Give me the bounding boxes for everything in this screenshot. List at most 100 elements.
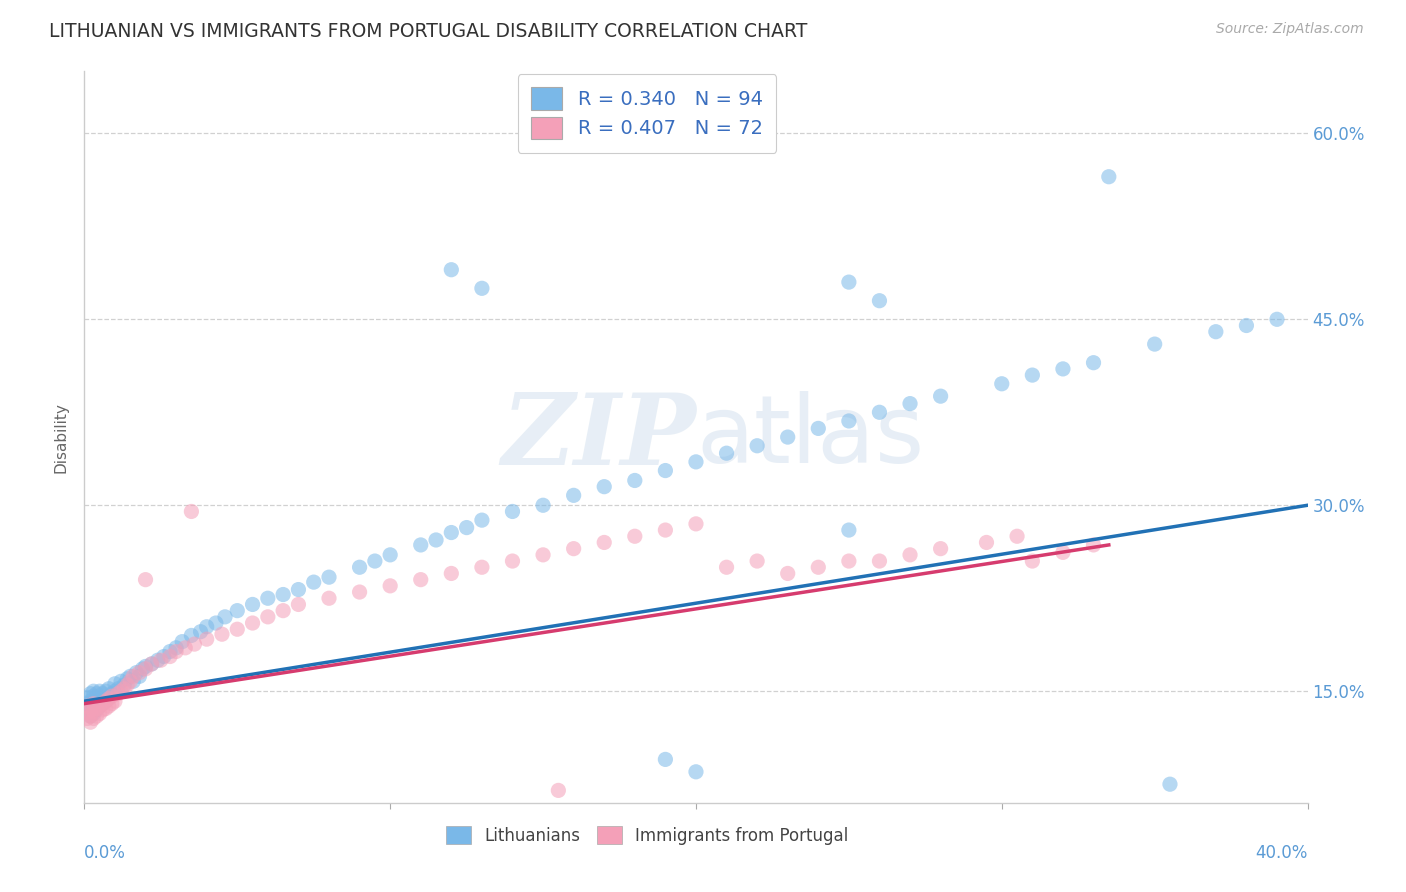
- Point: [79, 703, 101, 717]
- Point: [122, 674, 145, 689]
- Point: [83, 704, 105, 718]
- Point: [624, 474, 647, 488]
- Point: [101, 687, 124, 701]
- Point: [112, 681, 135, 696]
- Point: [929, 389, 952, 403]
- Point: [364, 554, 387, 568]
- Point: [471, 513, 494, 527]
- Point: [97, 681, 120, 696]
- Point: [94, 701, 117, 715]
- Point: [94, 694, 117, 708]
- Point: [183, 637, 205, 651]
- Point: [807, 560, 830, 574]
- Legend: Lithuanians, Immigrants from Portugal: Lithuanians, Immigrants from Portugal: [437, 818, 856, 853]
- Point: [1159, 777, 1181, 791]
- Point: [76, 690, 98, 705]
- Point: [165, 644, 187, 658]
- Point: [593, 535, 616, 549]
- Point: [807, 421, 830, 435]
- Point: [1005, 529, 1028, 543]
- Point: [115, 678, 138, 692]
- Point: [1098, 169, 1121, 184]
- Point: [1205, 325, 1227, 339]
- Point: [76, 706, 98, 720]
- Point: [1021, 368, 1043, 383]
- Point: [120, 674, 142, 689]
- Point: [471, 560, 494, 574]
- Point: [195, 620, 218, 634]
- Point: [76, 697, 98, 711]
- Point: [107, 687, 129, 701]
- Point: [716, 446, 738, 460]
- Point: [287, 598, 309, 612]
- Point: [425, 533, 447, 547]
- Point: [747, 439, 769, 453]
- Point: [349, 585, 371, 599]
- Point: [86, 701, 108, 715]
- Text: ZIP: ZIP: [501, 389, 696, 485]
- Point: [502, 504, 524, 518]
- Point: [624, 529, 647, 543]
- Point: [776, 566, 799, 581]
- Point: [180, 504, 202, 518]
- Point: [89, 691, 111, 706]
- Point: [135, 573, 157, 587]
- Point: [125, 665, 148, 680]
- Point: [94, 684, 117, 698]
- Point: [76, 699, 98, 714]
- Point: [86, 703, 108, 717]
- Point: [654, 523, 676, 537]
- Point: [287, 582, 309, 597]
- Point: [91, 697, 114, 711]
- Point: [165, 640, 187, 655]
- Point: [685, 516, 707, 531]
- Point: [89, 706, 111, 721]
- Point: [838, 275, 860, 289]
- Point: [976, 535, 998, 549]
- Point: [562, 541, 585, 556]
- Point: [869, 293, 891, 308]
- Point: [112, 678, 135, 692]
- Point: [685, 455, 707, 469]
- Point: [869, 405, 891, 419]
- Point: [1236, 318, 1258, 333]
- Point: [83, 689, 105, 703]
- Text: LITHUANIAN VS IMMIGRANTS FROM PORTUGAL DISABILITY CORRELATION CHART: LITHUANIAN VS IMMIGRANTS FROM PORTUGAL D…: [49, 22, 807, 41]
- Point: [159, 649, 181, 664]
- Point: [531, 498, 554, 512]
- Point: [929, 541, 952, 556]
- Text: atlas: atlas: [696, 391, 924, 483]
- Point: [115, 672, 138, 686]
- Point: [747, 554, 769, 568]
- Point: [83, 706, 105, 721]
- Point: [180, 628, 202, 642]
- Point: [122, 669, 145, 683]
- Point: [97, 699, 120, 714]
- Point: [79, 699, 101, 714]
- Text: 0.0%: 0.0%: [84, 845, 127, 863]
- Point: [654, 464, 676, 478]
- Point: [91, 687, 114, 701]
- Point: [86, 687, 108, 701]
- Point: [97, 691, 120, 706]
- Y-axis label: Disability: Disability: [53, 401, 69, 473]
- Point: [1265, 312, 1288, 326]
- Point: [135, 659, 157, 673]
- Text: Source: ZipAtlas.com: Source: ZipAtlas.com: [1216, 22, 1364, 37]
- Point: [654, 752, 676, 766]
- Point: [128, 669, 150, 683]
- Point: [110, 674, 132, 689]
- Point: [409, 573, 432, 587]
- Point: [409, 538, 432, 552]
- Point: [86, 709, 108, 723]
- Point: [211, 627, 233, 641]
- Point: [1021, 554, 1043, 568]
- Point: [257, 591, 280, 606]
- Point: [128, 665, 150, 680]
- Point: [562, 488, 585, 502]
- Text: 40.0%: 40.0%: [1256, 845, 1308, 863]
- Point: [716, 560, 738, 574]
- Point: [318, 591, 340, 606]
- Point: [104, 684, 127, 698]
- Point: [1052, 545, 1074, 559]
